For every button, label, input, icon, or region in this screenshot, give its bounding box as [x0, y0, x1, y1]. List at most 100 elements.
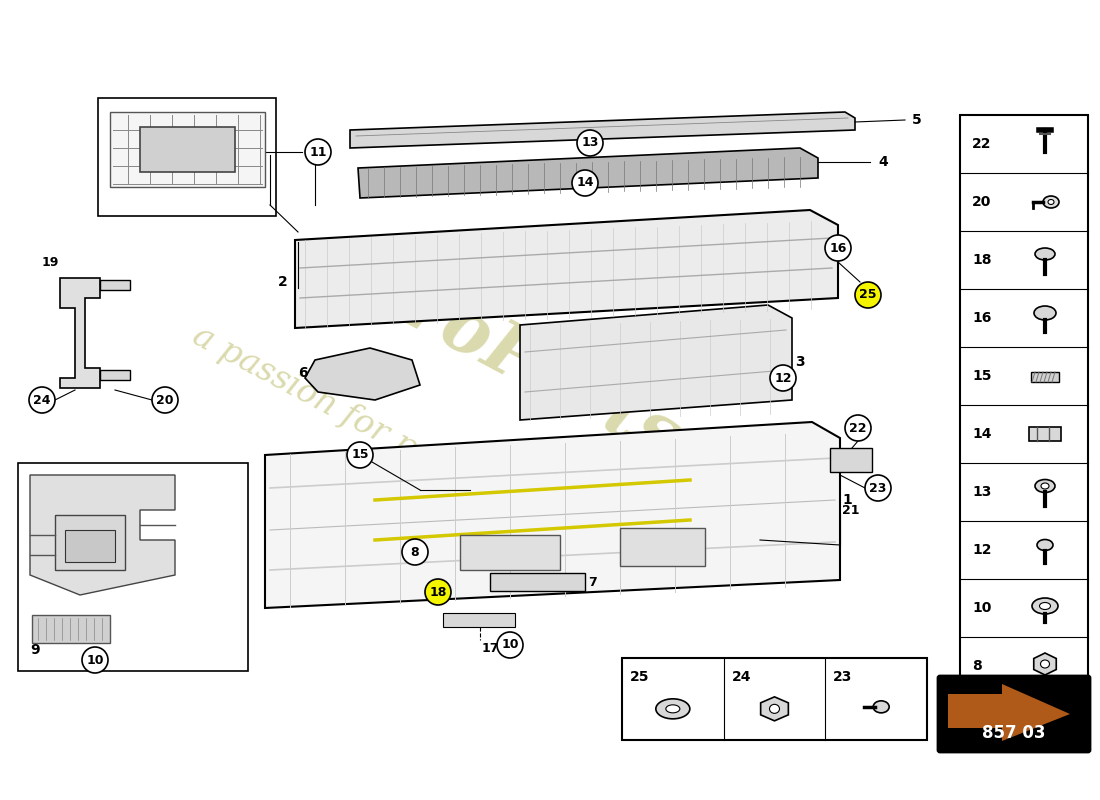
- Text: 22: 22: [849, 422, 867, 434]
- Text: 20: 20: [156, 394, 174, 406]
- Text: 12: 12: [774, 371, 792, 385]
- Polygon shape: [358, 148, 818, 198]
- Ellipse shape: [1048, 199, 1054, 205]
- Polygon shape: [305, 348, 420, 400]
- Text: 12: 12: [972, 543, 991, 557]
- Text: 13: 13: [581, 137, 598, 150]
- Ellipse shape: [1041, 483, 1049, 489]
- Text: 18: 18: [972, 253, 991, 267]
- Text: 2: 2: [278, 275, 288, 289]
- Ellipse shape: [666, 705, 680, 713]
- Text: 3: 3: [795, 355, 804, 369]
- FancyBboxPatch shape: [55, 515, 125, 570]
- Circle shape: [865, 475, 891, 501]
- Text: 7: 7: [588, 575, 596, 589]
- Ellipse shape: [1041, 660, 1049, 668]
- Ellipse shape: [1037, 539, 1053, 550]
- FancyBboxPatch shape: [443, 613, 515, 627]
- Ellipse shape: [1043, 196, 1059, 208]
- FancyBboxPatch shape: [140, 127, 235, 172]
- Circle shape: [402, 539, 428, 565]
- Text: 19: 19: [42, 257, 59, 270]
- Text: 17: 17: [482, 642, 499, 655]
- Text: 1: 1: [842, 493, 851, 507]
- FancyBboxPatch shape: [98, 98, 276, 216]
- Text: 24: 24: [732, 670, 751, 684]
- Polygon shape: [948, 684, 1070, 741]
- Text: 16: 16: [972, 311, 991, 325]
- Circle shape: [346, 442, 373, 468]
- Text: 10: 10: [972, 601, 991, 615]
- Ellipse shape: [1034, 306, 1056, 320]
- Circle shape: [82, 647, 108, 673]
- FancyBboxPatch shape: [100, 370, 130, 380]
- Circle shape: [825, 235, 851, 261]
- Text: 25: 25: [859, 289, 877, 302]
- Polygon shape: [350, 112, 855, 148]
- Text: 15: 15: [972, 369, 991, 383]
- Ellipse shape: [873, 701, 889, 713]
- Text: 8: 8: [972, 659, 981, 673]
- Circle shape: [425, 579, 451, 605]
- Text: 18: 18: [429, 586, 447, 598]
- Polygon shape: [60, 278, 100, 388]
- Text: 21: 21: [842, 503, 859, 517]
- FancyBboxPatch shape: [32, 615, 110, 643]
- Text: 13: 13: [972, 485, 991, 499]
- Circle shape: [845, 415, 871, 441]
- Text: 4: 4: [878, 155, 888, 169]
- Circle shape: [770, 365, 796, 391]
- FancyBboxPatch shape: [620, 528, 705, 566]
- Polygon shape: [1034, 653, 1056, 675]
- Text: 14: 14: [972, 427, 991, 441]
- Text: 10: 10: [502, 638, 519, 651]
- Circle shape: [152, 387, 178, 413]
- Polygon shape: [295, 210, 838, 328]
- Text: 22: 22: [972, 137, 991, 151]
- Circle shape: [305, 139, 331, 165]
- FancyBboxPatch shape: [460, 535, 560, 570]
- FancyBboxPatch shape: [621, 658, 927, 740]
- FancyBboxPatch shape: [938, 676, 1090, 752]
- Ellipse shape: [1035, 479, 1055, 493]
- Text: 5: 5: [912, 113, 922, 127]
- Circle shape: [572, 170, 598, 196]
- Polygon shape: [520, 305, 792, 420]
- Circle shape: [578, 130, 603, 156]
- Ellipse shape: [656, 699, 690, 719]
- FancyBboxPatch shape: [960, 115, 1088, 695]
- Text: 23: 23: [834, 670, 852, 684]
- Text: 25: 25: [630, 670, 649, 684]
- Text: euroParts: euroParts: [308, 226, 692, 475]
- Text: 857 03: 857 03: [982, 724, 1046, 742]
- Ellipse shape: [1035, 248, 1055, 260]
- Text: 9: 9: [30, 643, 40, 657]
- Text: a passion for parts since 1985: a passion for parts since 1985: [187, 319, 652, 587]
- FancyBboxPatch shape: [830, 448, 872, 472]
- FancyBboxPatch shape: [100, 280, 130, 290]
- FancyBboxPatch shape: [1028, 427, 1062, 441]
- FancyBboxPatch shape: [110, 112, 265, 187]
- FancyBboxPatch shape: [1031, 372, 1059, 382]
- Text: 16: 16: [829, 242, 847, 254]
- Text: 15: 15: [351, 449, 369, 462]
- Circle shape: [855, 282, 881, 308]
- Polygon shape: [265, 422, 840, 608]
- Text: 6: 6: [298, 366, 308, 380]
- Ellipse shape: [1040, 602, 1050, 610]
- Circle shape: [29, 387, 55, 413]
- Polygon shape: [760, 697, 789, 721]
- Text: 23: 23: [869, 482, 887, 494]
- FancyBboxPatch shape: [490, 573, 585, 591]
- FancyBboxPatch shape: [18, 463, 248, 671]
- Text: 20: 20: [972, 195, 991, 209]
- Text: 14: 14: [576, 177, 594, 190]
- Ellipse shape: [770, 704, 780, 714]
- Text: 8: 8: [410, 546, 419, 558]
- Text: 11: 11: [309, 146, 327, 158]
- FancyBboxPatch shape: [65, 530, 116, 562]
- Circle shape: [497, 632, 522, 658]
- Text: 24: 24: [33, 394, 51, 406]
- Polygon shape: [30, 475, 175, 595]
- Text: 10: 10: [86, 654, 103, 666]
